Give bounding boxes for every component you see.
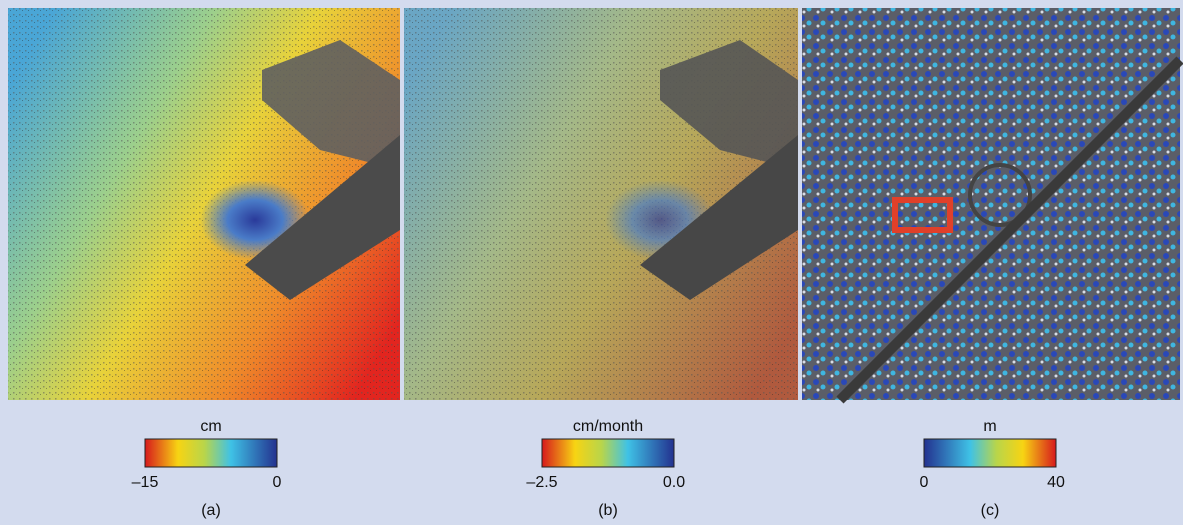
colorbar-unit: cm	[200, 418, 221, 435]
colorbar	[542, 439, 674, 467]
colorbar-min: –15	[132, 474, 159, 491]
panel-b-image	[404, 8, 798, 400]
figure: cm –15 0 (a) cm/month –2.5 0.0 (b) m 0 40 (c)	[0, 0, 1183, 525]
colorbar-unit: m	[983, 418, 996, 435]
panel-caption: (c)	[981, 502, 1000, 519]
colorbar-unit: cm/month	[573, 418, 643, 435]
colorbar-max: 0.0	[663, 474, 685, 491]
colorbar	[924, 439, 1056, 467]
colorbar	[145, 439, 277, 467]
colorbar-max: 40	[1047, 474, 1065, 491]
figure-canvas: cm –15 0 (a) cm/month –2.5 0.0 (b) m 0 40 (c)	[0, 0, 1183, 525]
panel-c-image	[802, 8, 1180, 400]
panel-caption: (a)	[201, 502, 221, 519]
colorbar-max: 0	[273, 474, 282, 491]
colorbar-min: –2.5	[526, 474, 557, 491]
panel-caption: (b)	[598, 502, 618, 519]
panel-a-image	[8, 8, 400, 400]
colorbar-min: 0	[920, 474, 929, 491]
